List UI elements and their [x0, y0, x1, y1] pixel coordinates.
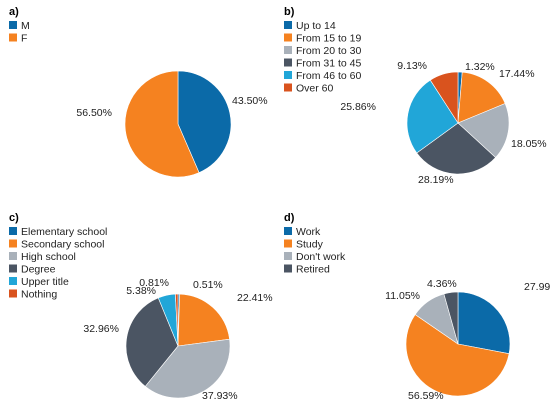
- value-label-c-4: 5.38%: [126, 285, 156, 297]
- pie-slice-b-2: [457, 103, 510, 158]
- value-label-a-0: 43.50%: [232, 95, 268, 107]
- legend-swatch-c-1: [9, 239, 17, 248]
- pie-slice-d-0: [457, 291, 511, 355]
- legend-swatch-c-2: [9, 252, 17, 260]
- legend-swatch-b-1: [284, 33, 292, 42]
- pie-slice-b-1: [457, 71, 506, 124]
- pie-slice-b-4: [406, 79, 459, 154]
- legend-label-d-1: Study: [296, 239, 324, 251]
- value-label-b-3: 28.19%: [418, 174, 454, 186]
- value-label-b-2: 18.05%: [511, 138, 547, 150]
- pie-slice-c-2: [144, 338, 231, 399]
- legend-label-b-2: From 20 to 30: [296, 45, 362, 57]
- value-label-b-4: 25.86%: [340, 101, 376, 113]
- legend-swatch-a-0: [9, 21, 17, 29]
- legend-swatch-b-0: [284, 21, 292, 29]
- legend-swatch-b-4: [284, 71, 292, 79]
- panel-label-c: c): [9, 212, 19, 224]
- legend-swatch-b-2: [284, 46, 292, 54]
- legend-swatch-d-1: [284, 239, 292, 248]
- legend-swatch-c-0: [9, 227, 17, 235]
- legend-label-c-2: High school: [21, 251, 76, 263]
- value-label-c-5: 0.81%: [139, 277, 169, 289]
- legend-swatch-c-5: [9, 289, 17, 298]
- legend-label-b-4: From 46 to 60: [296, 70, 362, 82]
- legend-label-c-0: Elementary school: [21, 226, 107, 238]
- value-label-d-0: 27.99%: [524, 281, 550, 293]
- value-label-d-1: 56.59%: [408, 390, 444, 402]
- pie-slice-c-1: [177, 293, 230, 347]
- chart-panel-c: c) Elementary school Secondary school High …: [0, 206, 275, 411]
- value-label-d-3: 4.36%: [427, 278, 457, 290]
- legend-label-d-3: Retired: [296, 264, 330, 276]
- pie-slice-a-1: [124, 70, 200, 178]
- legend-swatch-d-3: [284, 264, 292, 273]
- legend-label-c-4: Upper title: [21, 276, 69, 288]
- legend-swatch-b-5: [284, 83, 292, 92]
- pie-chart-a: a)MF 43.50% 56.50%: [9, 6, 268, 178]
- legend-label-b-1: From 15 to 19: [296, 33, 362, 45]
- pie-slice-c-5: [175, 293, 179, 347]
- chart-panel-b: b) Up to 14 From 15 to 19 From 20 to 30 From…: [275, 0, 550, 205]
- panel-label-b: b): [284, 6, 295, 18]
- value-label-c-0: 0.51%: [193, 279, 223, 291]
- pie-slice-b-5: [429, 71, 459, 125]
- legend-label-c-1: Secondary school: [21, 239, 104, 251]
- value-label-c-3: 32.96%: [83, 323, 119, 335]
- pie-slice-c-3: [125, 297, 179, 387]
- chart-panel-a: a) M F 43.50% 56.50%: [0, 0, 275, 205]
- legend-label-a-0: M: [21, 20, 30, 32]
- legend-label-d-0: Work: [296, 226, 321, 238]
- value-label-d-2: 11.05%: [385, 290, 420, 302]
- legend-swatch-c-3: [9, 264, 17, 273]
- pie-slice-b-3: [416, 122, 497, 175]
- panel-label-d: d): [284, 212, 295, 224]
- legend-label-b-5: Over 60: [296, 83, 334, 95]
- pie-slice-a-0: [177, 70, 232, 174]
- pie-slice-d-1: [405, 314, 510, 397]
- value-label-b-0: 1.32%: [465, 61, 495, 73]
- panel-label-a: a): [9, 6, 19, 18]
- value-label-c-2: 37.93%: [202, 390, 238, 402]
- pie-slice-d-3: [443, 291, 459, 345]
- legend-swatch-b-3: [284, 58, 292, 67]
- legend-label-a-1: F: [21, 33, 27, 45]
- value-label-b-5: 9.13%: [397, 60, 427, 72]
- legend-label-c-5: Nothing: [21, 289, 57, 301]
- value-label-c-1: 22.41%: [237, 292, 273, 304]
- legend-swatch-d-2: [284, 252, 292, 260]
- legend-label-b-3: From 31 to 45: [296, 58, 362, 70]
- legend-swatch-a-1: [9, 33, 17, 42]
- legend-label-b-0: Up to 14: [296, 20, 336, 32]
- legend-label-d-2: Don't work: [296, 251, 346, 263]
- legend-label-c-3: Degree: [21, 264, 56, 276]
- legend-swatch-c-4: [9, 277, 17, 285]
- legend-swatch-d-0: [284, 227, 292, 235]
- value-label-a-1: 56.50%: [76, 107, 112, 119]
- value-label-b-1: 17.44%: [499, 68, 535, 80]
